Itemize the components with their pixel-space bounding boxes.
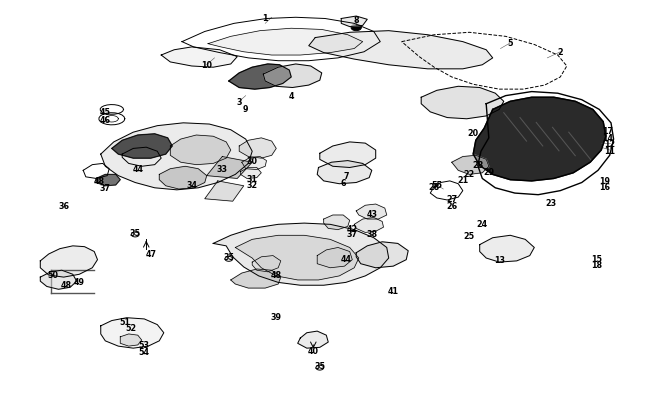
Polygon shape	[229, 65, 291, 90]
Polygon shape	[205, 181, 244, 202]
Text: 49: 49	[74, 277, 85, 286]
Text: 51: 51	[120, 318, 130, 326]
Text: 2: 2	[558, 48, 563, 57]
Polygon shape	[101, 124, 252, 190]
Polygon shape	[421, 87, 504, 119]
Text: 34: 34	[187, 181, 197, 190]
Text: 13: 13	[494, 256, 504, 264]
Text: 35: 35	[224, 253, 234, 262]
Polygon shape	[263, 65, 322, 88]
Polygon shape	[170, 136, 231, 165]
Polygon shape	[240, 168, 261, 179]
Text: 11: 11	[604, 146, 615, 155]
Text: 4: 4	[289, 92, 294, 101]
Polygon shape	[473, 98, 606, 181]
Polygon shape	[309, 32, 493, 70]
Text: 3: 3	[237, 98, 242, 107]
Text: 47: 47	[146, 250, 156, 259]
Text: 37: 37	[100, 184, 110, 193]
Text: 55: 55	[432, 181, 442, 190]
Text: 48: 48	[93, 177, 105, 186]
Text: 54: 54	[139, 347, 150, 356]
Polygon shape	[354, 218, 383, 233]
Polygon shape	[317, 248, 352, 268]
Text: 44: 44	[341, 254, 351, 263]
Polygon shape	[324, 215, 350, 230]
Text: 52: 52	[125, 323, 137, 332]
Polygon shape	[208, 29, 363, 56]
Text: 40: 40	[308, 346, 318, 355]
Polygon shape	[40, 246, 98, 277]
Polygon shape	[112, 134, 172, 159]
Polygon shape	[239, 139, 276, 159]
Polygon shape	[96, 175, 120, 186]
Text: 29: 29	[483, 168, 495, 177]
Polygon shape	[235, 236, 359, 280]
Polygon shape	[231, 269, 281, 288]
Polygon shape	[356, 205, 387, 220]
Text: 7: 7	[343, 172, 348, 181]
Text: 28: 28	[428, 183, 440, 192]
Text: 50: 50	[48, 270, 58, 279]
Polygon shape	[207, 157, 252, 179]
Text: 10: 10	[202, 61, 212, 70]
Text: 41: 41	[388, 286, 398, 295]
Text: 27: 27	[446, 195, 458, 204]
Text: 33: 33	[217, 165, 228, 174]
Text: 8: 8	[354, 16, 359, 25]
Polygon shape	[252, 256, 281, 272]
Text: 42: 42	[346, 224, 358, 233]
Text: 39: 39	[271, 312, 281, 321]
Text: 20: 20	[467, 129, 479, 138]
Text: 32: 32	[246, 181, 258, 190]
Text: 1: 1	[263, 14, 268, 23]
Polygon shape	[159, 167, 207, 190]
Text: 31: 31	[247, 175, 257, 183]
Polygon shape	[452, 156, 489, 175]
Text: 21: 21	[457, 176, 469, 185]
Text: 14: 14	[603, 133, 613, 142]
Text: 9: 9	[243, 105, 248, 114]
Text: 38: 38	[366, 230, 378, 239]
Polygon shape	[242, 157, 266, 170]
Text: 43: 43	[367, 209, 377, 218]
Text: 48: 48	[270, 270, 282, 279]
Text: 35: 35	[315, 361, 325, 370]
Polygon shape	[356, 242, 408, 268]
Text: 25: 25	[463, 231, 475, 240]
Text: 45: 45	[100, 108, 110, 117]
Text: 48: 48	[60, 280, 72, 289]
Text: 36: 36	[58, 201, 69, 210]
Text: 26: 26	[446, 201, 458, 210]
Text: 22: 22	[463, 170, 475, 179]
Polygon shape	[101, 318, 164, 348]
Text: 15: 15	[592, 254, 602, 263]
Text: 35: 35	[130, 228, 140, 237]
Text: 30: 30	[247, 157, 257, 166]
Text: 53: 53	[139, 341, 150, 350]
Polygon shape	[320, 143, 376, 168]
Circle shape	[351, 25, 361, 32]
Polygon shape	[317, 161, 372, 184]
Text: 16: 16	[599, 183, 610, 192]
Text: 6: 6	[341, 179, 346, 188]
Polygon shape	[120, 334, 142, 346]
Polygon shape	[341, 17, 367, 28]
Text: 37: 37	[347, 230, 358, 239]
Text: 46: 46	[100, 116, 110, 125]
Text: 23: 23	[545, 199, 557, 208]
Polygon shape	[298, 331, 328, 348]
Polygon shape	[40, 271, 77, 290]
Text: 19: 19	[599, 177, 610, 186]
Text: 28: 28	[472, 161, 484, 170]
Text: 5: 5	[508, 39, 513, 48]
Text: 12: 12	[604, 139, 616, 148]
Polygon shape	[480, 236, 534, 262]
Text: 17: 17	[603, 127, 613, 136]
Text: 44: 44	[133, 165, 143, 174]
Polygon shape	[161, 48, 237, 68]
Polygon shape	[213, 224, 389, 286]
Text: 24: 24	[476, 219, 488, 228]
Text: 18: 18	[591, 261, 603, 270]
